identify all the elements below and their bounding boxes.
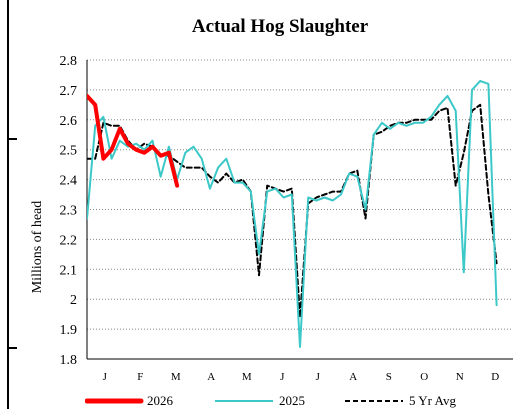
series-line-2025 — [87, 79, 498, 348]
frame-edge-mark — [9, 138, 17, 140]
y-tick-label: 1.9 — [60, 323, 78, 338]
y-tick-label: 2.4 — [60, 174, 78, 189]
legend-swatch-2026 — [85, 398, 144, 404]
x-tick-label: F — [137, 371, 143, 383]
legend-label-5yr-avg: 5 Yr Avg — [409, 393, 456, 408]
x-tick-label: N — [456, 371, 464, 383]
y-tick-label: 2.2 — [60, 233, 78, 248]
x-tick-label: A — [349, 371, 357, 383]
frame-edge-mark — [9, 347, 17, 349]
x-tick-label: M — [171, 371, 181, 383]
y-tick-label: 2 — [70, 293, 77, 308]
legend-label-2025: 2025 — [279, 393, 305, 408]
legend-label-2026: 2026 — [147, 393, 173, 408]
y-tick-label: 2.8 — [60, 54, 78, 69]
x-tick-label: A — [207, 371, 215, 383]
x-tick-label: D — [491, 371, 499, 383]
chart-title: Actual Hog Slaughter — [191, 16, 369, 37]
x-tick-label: S — [386, 371, 392, 383]
y-tick-label: 2.5 — [60, 144, 78, 159]
y-tick-label: 2.1 — [60, 263, 78, 278]
y-tick-label: 2.3 — [60, 204, 78, 219]
x-tick-label: J — [280, 371, 285, 383]
y-tick-label: 1.8 — [60, 353, 78, 368]
legend-swatch-5yr-avg — [345, 400, 403, 402]
x-tick-label: J — [103, 371, 108, 383]
y-tick-label: 2.6 — [60, 114, 78, 129]
legend-swatch-2025 — [215, 400, 273, 402]
series-line-2026 — [87, 93, 180, 188]
x-tick-label: J — [316, 371, 321, 383]
x-tick-label: O — [420, 371, 428, 383]
chart-frame — [7, 0, 515, 409]
x-tick-label: M — [242, 371, 252, 383]
y-tick-label: 2.7 — [60, 84, 78, 99]
